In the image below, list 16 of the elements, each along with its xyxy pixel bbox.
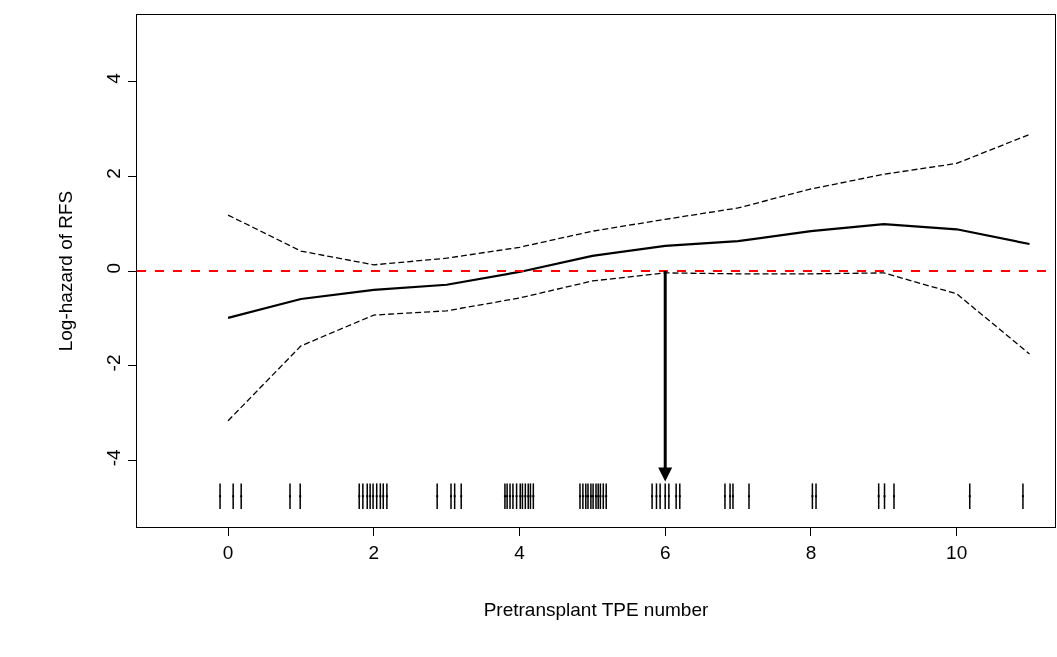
y-tick-label: 0 — [103, 262, 125, 274]
line-series — [227, 272, 1031, 422]
y-tick-label: -4 — [103, 448, 125, 467]
x-tick-label: 0 — [222, 541, 234, 563]
line-series — [226, 222, 1031, 320]
y-tick-label: 4 — [103, 72, 125, 84]
x-tick-label: 2 — [368, 541, 380, 563]
x-tick-label: 10 — [946, 541, 968, 563]
y-tick-label: 2 — [103, 168, 125, 179]
x-axis-title: Pretransplant TPE number — [483, 598, 709, 620]
y-tick-label: -2 — [103, 354, 125, 372]
line-series — [227, 133, 1031, 266]
y-axis-title: Log-hazard of RFS — [55, 190, 77, 352]
x-tick-label: 8 — [805, 541, 817, 563]
x-tick-label: 4 — [514, 541, 526, 563]
x-tick-label: 6 — [659, 541, 671, 563]
